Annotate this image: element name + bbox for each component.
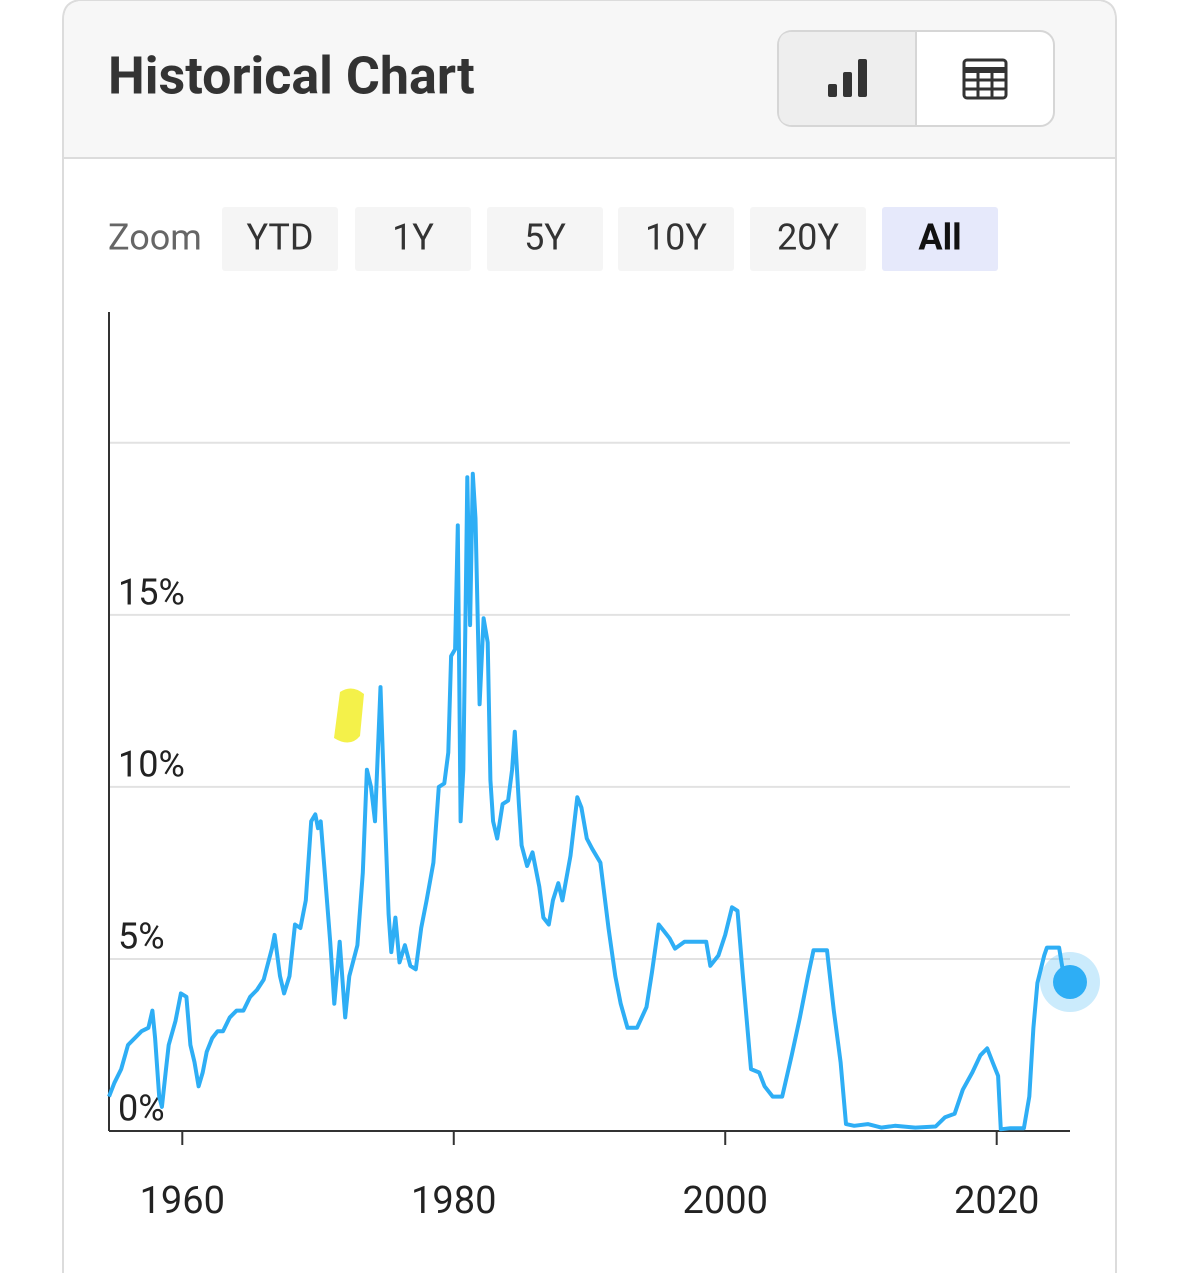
zoom-button-label: 5Y xyxy=(524,217,566,259)
x-tick-label: 1960 xyxy=(140,1179,225,1223)
zoom-button-bg xyxy=(750,207,866,271)
zoom-button-bg xyxy=(882,207,998,271)
y-tick-label: 0% xyxy=(118,1088,165,1130)
zoom-button-label: YTD xyxy=(246,217,313,259)
zoom-button[interactable]: 20Y xyxy=(750,207,866,271)
zoom-label: Zoom xyxy=(108,217,202,259)
zoom-buttons: YTD 1Y 5Y 10Y 20Y All xyxy=(222,207,998,271)
zoom-button-bg xyxy=(487,207,603,271)
last-point xyxy=(1053,964,1087,999)
chart: 0% 5% 10% 15% 1960 1980 2000 2020 xyxy=(107,312,1100,1223)
zoom-button[interactable]: All xyxy=(882,207,998,271)
data-line xyxy=(107,471,1072,1132)
zoom-button[interactable]: YTD xyxy=(222,207,338,271)
zoom-button-bg xyxy=(355,207,471,271)
x-tick-label: 2000 xyxy=(683,1179,768,1223)
x-tick-label: 2020 xyxy=(954,1179,1039,1223)
card xyxy=(62,0,1117,1273)
y-tick-label: 5% xyxy=(118,915,165,957)
zoom-button[interactable]: 1Y xyxy=(355,207,471,271)
highlight-mark xyxy=(334,688,364,743)
zoom-button-bg xyxy=(618,207,734,271)
y-tick-label: 15% xyxy=(118,571,185,613)
zoom-button-label: 20Y xyxy=(777,217,839,259)
view-toggle xyxy=(777,30,1055,127)
zoom-button-label: All xyxy=(918,217,961,259)
zoom-button-label: 10Y xyxy=(645,217,707,259)
zoom-button[interactable]: 5Y xyxy=(487,207,603,271)
y-tick-label: 10% xyxy=(118,743,185,785)
x-tick-label: 1980 xyxy=(411,1179,496,1223)
zoom-button-bg xyxy=(222,207,338,271)
bar-icon xyxy=(828,59,867,97)
zoom-button[interactable]: 10Y xyxy=(618,207,734,271)
table-icon xyxy=(962,58,1008,100)
zoom-button-label: 1Y xyxy=(392,217,434,259)
header-title: Historical Chart xyxy=(108,46,475,107)
